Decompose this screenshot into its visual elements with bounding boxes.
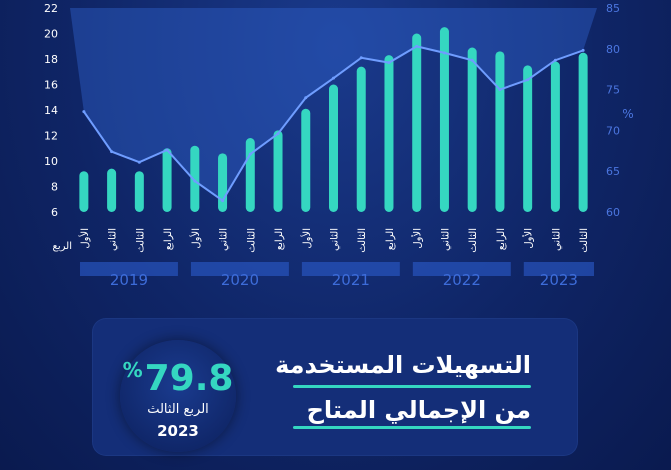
line-point-14: [470, 58, 474, 62]
right-tick-label: 70: [606, 124, 620, 137]
left-tick-label: 12: [44, 130, 58, 143]
bar-16: [523, 65, 533, 212]
bar-14: [467, 47, 477, 213]
year-label: 2020: [221, 271, 259, 289]
bar-9: [329, 84, 338, 212]
summary-title-line-1: التسهيلات المستخدمة: [275, 351, 531, 379]
left-tick-label: 14: [44, 104, 58, 117]
line-point-17: [553, 58, 557, 62]
left-tick-label: 18: [44, 53, 58, 66]
right-tick-label: 65: [606, 165, 620, 178]
left-tick-label: 20: [44, 28, 58, 41]
category-label: الثاني: [551, 228, 562, 251]
bar-11: [384, 55, 394, 212]
year-band: [190, 262, 289, 276]
bar-18: [578, 52, 588, 212]
category-label: الثالث: [579, 228, 590, 253]
bar-10: [356, 66, 366, 213]
bar-7: [273, 130, 283, 212]
year-band: [523, 262, 594, 276]
year-band: [412, 262, 511, 276]
category-label: الأول: [189, 228, 202, 249]
line-point-10: [359, 56, 363, 60]
bar-2: [134, 171, 144, 212]
category-label: الثالث: [468, 228, 479, 253]
year-label: 2022: [443, 271, 481, 289]
line-point-2: [137, 160, 141, 164]
year-band: [301, 262, 400, 276]
category-axis-title: الربع: [53, 241, 72, 252]
bar-15: [495, 51, 505, 212]
left-tick-label: 22: [44, 2, 58, 15]
bar-17: [550, 61, 560, 212]
category-label: الأول: [78, 228, 91, 249]
right-axis-label: %: [622, 107, 633, 121]
year-label: 2021: [332, 271, 370, 289]
summary-title-line-2: من الإجمالي المتاح: [306, 396, 531, 424]
line-point-0: [82, 110, 86, 114]
line-point-3: [165, 148, 169, 152]
category-label: الرابع: [274, 228, 285, 250]
category-label: الثاني: [219, 228, 230, 251]
bar-6: [245, 138, 255, 212]
bar-0: [79, 171, 89, 212]
summary-number: 79.8: [144, 358, 234, 399]
bar-3: [162, 148, 172, 212]
summary-stat-circle: %79.8 الربع الثالث 2023: [120, 340, 236, 452]
category-label: الرابع: [496, 228, 507, 250]
bar-13: [439, 27, 449, 212]
category-label: الثاني: [440, 228, 451, 251]
bar-4: [190, 145, 200, 212]
right-tick-label: 60: [606, 206, 620, 219]
year-label: 2019: [110, 271, 148, 289]
line-point-5: [221, 199, 225, 203]
category-label: الأول: [522, 228, 535, 249]
year-label: 2023: [540, 271, 578, 289]
bar-12: [412, 33, 422, 212]
category-label: الأول: [411, 228, 424, 249]
summary-value: %79.8: [120, 358, 236, 399]
bar-1: [107, 168, 117, 212]
right-tick-label: 80: [606, 43, 620, 56]
line-point-1: [110, 150, 114, 154]
category-label: الثاني: [330, 228, 341, 251]
category-label: الأول: [300, 228, 313, 249]
category-label: الرابع: [163, 228, 174, 250]
line-point-9: [332, 76, 335, 80]
category-label: الثاني: [108, 228, 119, 251]
bar-5: [218, 153, 228, 212]
category-label: الثالث: [246, 228, 257, 253]
line-point-8: [304, 96, 308, 100]
left-tick-label: 6: [51, 206, 58, 219]
category-label: الرابع: [385, 228, 396, 250]
right-tick-label: 85: [606, 2, 620, 15]
right-tick-label: 75: [606, 84, 620, 97]
line-point-12: [415, 44, 419, 48]
title-underline-2: [293, 426, 531, 429]
line-point-4: [193, 179, 197, 183]
bar-8: [301, 108, 311, 212]
line-point-16: [526, 78, 530, 82]
left-tick-label: 16: [44, 79, 58, 92]
line-point-6: [248, 152, 252, 156]
category-label: الثالث: [135, 228, 146, 253]
left-tick-label: 8: [51, 181, 58, 194]
year-band: [80, 262, 178, 276]
category-label: الثالث: [357, 228, 368, 253]
left-tick-label: 10: [44, 155, 58, 168]
title-underline-1: [293, 385, 531, 388]
summary-year: 2023: [157, 422, 199, 440]
line-point-15: [498, 88, 502, 92]
line-point-13: [442, 51, 446, 55]
line-point-11: [387, 61, 391, 65]
summary-quarter: الربع الثالث: [147, 402, 209, 417]
line-area: [70, 8, 597, 201]
summary-unit: %: [122, 358, 143, 382]
line-point-7: [276, 132, 280, 136]
line-point-18: [581, 48, 585, 52]
